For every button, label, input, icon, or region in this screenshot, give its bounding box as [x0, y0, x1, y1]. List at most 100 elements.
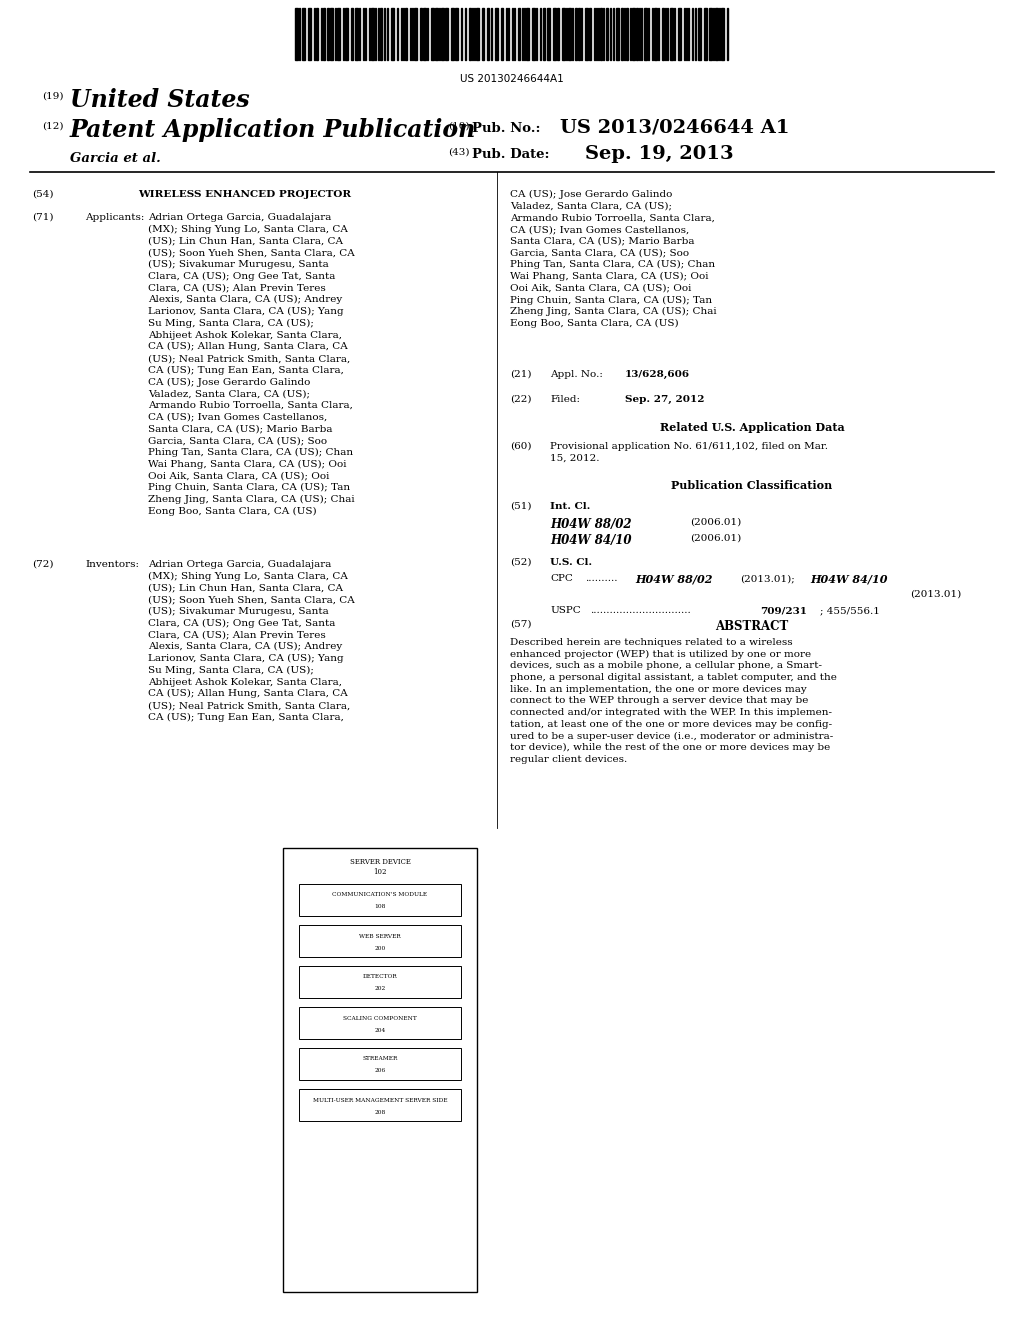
- Text: WEB SERVER: WEB SERVER: [359, 933, 400, 939]
- Text: ABSTRACT: ABSTRACT: [716, 620, 788, 634]
- Text: (51): (51): [510, 502, 531, 511]
- Bar: [495, 8, 498, 59]
- Bar: [330, 8, 333, 59]
- Text: (72): (72): [32, 560, 53, 569]
- Text: Applicants:: Applicants:: [85, 213, 144, 222]
- Text: CPC: CPC: [550, 574, 572, 583]
- Text: COMMUNICATION'S MODULE: COMMUNICATION'S MODULE: [333, 892, 428, 898]
- Text: US 20130246644A1: US 20130246644A1: [460, 74, 564, 84]
- Text: (2013.01);: (2013.01);: [740, 574, 795, 583]
- Text: H04W 84/10: H04W 84/10: [550, 535, 632, 546]
- Bar: [616, 8, 618, 59]
- Bar: [337, 8, 340, 59]
- Bar: [518, 8, 520, 59]
- Text: 200: 200: [375, 945, 386, 950]
- Bar: [299, 884, 461, 916]
- Bar: [621, 8, 623, 59]
- Bar: [420, 8, 422, 59]
- Bar: [626, 8, 628, 59]
- Bar: [414, 8, 417, 59]
- Text: United States: United States: [70, 88, 250, 112]
- Bar: [355, 8, 358, 59]
- Bar: [476, 8, 479, 59]
- Text: (71): (71): [32, 213, 53, 222]
- Text: (19): (19): [42, 92, 63, 102]
- Bar: [578, 8, 580, 59]
- Text: H04W 84/10: H04W 84/10: [810, 574, 888, 585]
- Text: Appl. No.:: Appl. No.:: [550, 370, 603, 379]
- Text: (54): (54): [32, 190, 53, 199]
- Text: Pub. Date:: Pub. Date:: [472, 148, 550, 161]
- Bar: [455, 8, 458, 59]
- Text: Pub. No.:: Pub. No.:: [472, 121, 541, 135]
- Bar: [445, 8, 449, 59]
- Bar: [557, 8, 559, 59]
- Bar: [487, 8, 489, 59]
- Bar: [501, 8, 503, 59]
- Text: Adrian Ortega Garcia, Guadalajara
(MX); Shing Yung Lo, Santa Clara, CA
(US); Lin: Adrian Ortega Garcia, Guadalajara (MX); …: [148, 213, 354, 516]
- Bar: [299, 925, 461, 957]
- Bar: [351, 8, 353, 59]
- Bar: [562, 8, 565, 59]
- Bar: [575, 8, 577, 59]
- Bar: [380, 8, 382, 59]
- Bar: [431, 8, 434, 59]
- Bar: [585, 8, 588, 59]
- Text: Sep. 19, 2013: Sep. 19, 2013: [585, 145, 733, 162]
- Bar: [698, 8, 701, 59]
- Text: SERVER DEVICE: SERVER DEVICE: [349, 858, 411, 866]
- Bar: [323, 8, 325, 59]
- Bar: [327, 8, 329, 59]
- Bar: [715, 8, 718, 59]
- Bar: [451, 8, 454, 59]
- Bar: [308, 8, 311, 59]
- Text: (43): (43): [449, 148, 469, 157]
- Text: Sep. 27, 2012: Sep. 27, 2012: [625, 395, 705, 404]
- Text: 208: 208: [375, 1110, 386, 1114]
- Bar: [600, 8, 602, 59]
- Text: Filed:: Filed:: [550, 395, 580, 404]
- Text: 13/628,606: 13/628,606: [625, 370, 690, 379]
- Text: (57): (57): [510, 620, 531, 630]
- Bar: [568, 8, 571, 59]
- Bar: [678, 8, 681, 59]
- Bar: [721, 8, 724, 59]
- Bar: [441, 8, 444, 59]
- Bar: [391, 8, 394, 59]
- Text: Publication Classification: Publication Classification: [672, 480, 833, 491]
- Text: ...............................: ...............................: [590, 606, 691, 615]
- Bar: [302, 8, 305, 59]
- Bar: [435, 8, 438, 59]
- Bar: [283, 847, 477, 1292]
- Text: Provisional application No. 61/611,102, filed on Mar.
15, 2012.: Provisional application No. 61/611,102, …: [550, 442, 828, 462]
- Bar: [532, 8, 535, 59]
- Text: 202: 202: [375, 986, 386, 991]
- Text: WIRELESS ENHANCED PROJECTOR: WIRELESS ENHANCED PROJECTOR: [138, 190, 351, 199]
- Text: (21): (21): [510, 370, 531, 379]
- Bar: [705, 8, 707, 59]
- Text: 204: 204: [375, 1027, 386, 1032]
- Text: (52): (52): [510, 558, 531, 568]
- Text: (22): (22): [510, 395, 531, 404]
- Text: 102: 102: [374, 869, 387, 876]
- Bar: [636, 8, 638, 59]
- Bar: [632, 8, 635, 59]
- Text: US 2013/0246644 A1: US 2013/0246644 A1: [560, 117, 790, 136]
- Text: (10): (10): [449, 121, 469, 131]
- Text: ..........: ..........: [585, 574, 617, 583]
- Text: H04W 88/02: H04W 88/02: [550, 517, 632, 531]
- Bar: [371, 8, 374, 59]
- Bar: [547, 8, 550, 59]
- Text: U.S. Cl.: U.S. Cl.: [550, 558, 592, 568]
- Text: MULTI-USER MANAGEMENT SERVER SIDE: MULTI-USER MANAGEMENT SERVER SIDE: [312, 1097, 447, 1102]
- Bar: [299, 1089, 461, 1121]
- Bar: [299, 1007, 461, 1039]
- Bar: [589, 8, 591, 59]
- Text: (2006.01): (2006.01): [690, 517, 741, 527]
- Text: ; 455/556.1: ; 455/556.1: [820, 606, 880, 615]
- Text: DETECTOR: DETECTOR: [362, 974, 397, 979]
- Bar: [299, 1048, 461, 1080]
- Text: (12): (12): [42, 121, 63, 131]
- Text: CA (US); Jose Gerardo Galindo
Valadez, Santa Clara, CA (US);
Armando Rubio Torro: CA (US); Jose Gerardo Galindo Valadez, S…: [510, 190, 717, 329]
- Text: (2013.01): (2013.01): [910, 590, 962, 599]
